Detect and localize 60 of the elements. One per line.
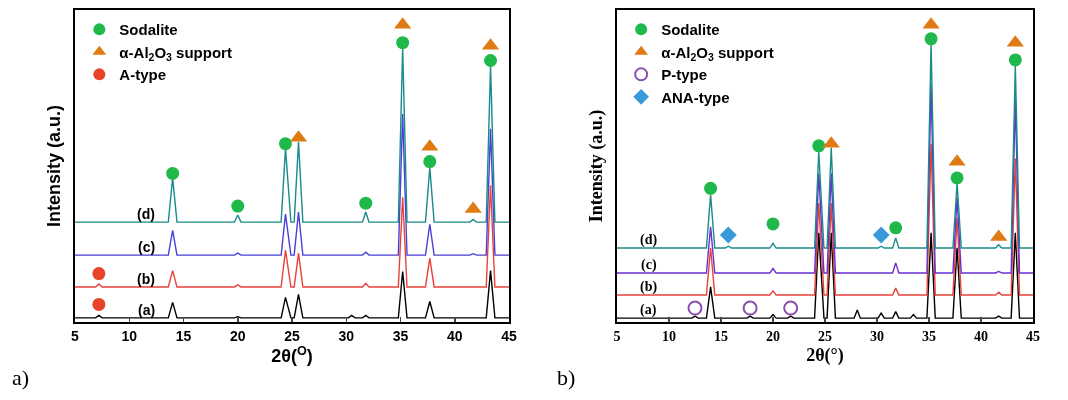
x-tick-label: 20 xyxy=(766,328,780,344)
x-tick-label: 40 xyxy=(974,328,988,344)
point xyxy=(812,139,826,153)
x-axis-title: 2θ(°) xyxy=(806,345,844,367)
series-label: (d) xyxy=(640,232,658,248)
series-label: (a) xyxy=(138,302,156,318)
x-tick-label: 15 xyxy=(714,328,728,344)
series-label: (b) xyxy=(137,271,155,287)
point xyxy=(889,221,903,235)
text: a) xyxy=(12,365,30,390)
x-tick-label: 45 xyxy=(1026,328,1040,344)
x-tick-label: 5 xyxy=(71,327,80,344)
text: b) xyxy=(557,365,576,390)
series-label: (a) xyxy=(640,302,657,318)
point xyxy=(687,300,703,316)
x-tick-label: 30 xyxy=(338,327,355,344)
x-tick-label: 10 xyxy=(121,327,138,344)
y-axis-title: Intensity (a.u.) xyxy=(585,109,607,223)
point xyxy=(231,199,245,213)
series-label: (b) xyxy=(640,279,658,295)
point xyxy=(742,300,758,316)
point xyxy=(704,181,718,195)
legend-label: A-type xyxy=(119,66,167,84)
point xyxy=(783,300,799,316)
legend-label: ANA-type xyxy=(661,88,730,106)
x-tick-label: 35 xyxy=(922,328,936,344)
legend-label: α-Al$_{2}$O$_{3}$ support xyxy=(661,43,774,63)
point xyxy=(396,36,410,50)
x-tick-label: 5 xyxy=(613,328,621,344)
legend-label: Sodalite xyxy=(661,21,720,39)
x-tick-label: 25 xyxy=(818,328,832,344)
point xyxy=(279,137,292,151)
y-axis-title: Intensity (a.u.) xyxy=(43,104,64,228)
point xyxy=(92,297,106,311)
point xyxy=(484,54,498,67)
x-tick-label: 25 xyxy=(284,327,300,344)
series-label: (c) xyxy=(641,257,657,273)
point xyxy=(1008,53,1022,67)
x-tick-label: 10 xyxy=(662,328,676,344)
point xyxy=(423,155,437,169)
point xyxy=(950,171,964,185)
series-label: (d) xyxy=(137,206,155,222)
x-tick-label: 45 xyxy=(501,327,517,344)
series-label: (c) xyxy=(138,239,156,255)
x-tick-label: 15 xyxy=(175,327,192,344)
legend-label: Sodalite xyxy=(119,21,178,39)
point xyxy=(872,226,890,244)
point xyxy=(719,226,737,244)
x-tick-label: 35 xyxy=(392,327,409,344)
point xyxy=(359,196,373,210)
point xyxy=(766,217,780,231)
x-axis-title: 2θ($^{O}$) xyxy=(271,343,313,367)
point xyxy=(924,32,938,46)
point xyxy=(166,166,180,180)
x-tick-label: 40 xyxy=(446,327,463,344)
legend-label: P-type xyxy=(661,66,707,84)
x-tick-label: 30 xyxy=(870,328,884,344)
legend-label: α-Al$_{2}$O$_{3}$ support xyxy=(119,43,232,63)
x-tick-label: 20 xyxy=(229,327,246,344)
point xyxy=(92,267,106,281)
